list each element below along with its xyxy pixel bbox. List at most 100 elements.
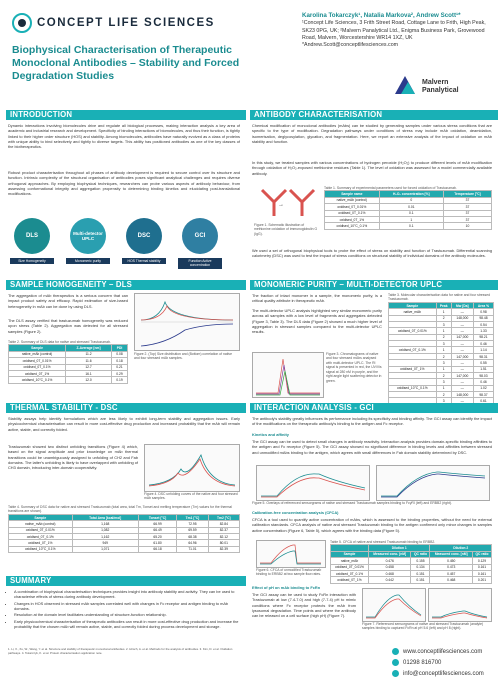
fcrn-sensorgram-low-ph (362, 588, 426, 622)
inter-subheading-kinetics: Kinetics and affinity (252, 432, 289, 437)
contact-web[interactable]: www.conceptlifesciences.com (392, 648, 496, 655)
mono-table: Sample Peak Mw [Da] Area % native_mAb 1—0.98… (388, 301, 495, 405)
technique-circle-dls: DLS (14, 218, 50, 254)
technique-caption-uplc: Monomeric purity (66, 258, 110, 265)
section-header-homogeneity: SAMPLE HOMOGENEITY – DLS (6, 280, 246, 290)
brand-mark-icon (12, 13, 32, 33)
mono-paragraph-2: The multi-detector UPLC analysis highlig… (252, 308, 382, 335)
email-icon (392, 670, 399, 677)
contact-block: www.conceptlifesciences.com 01298 816700… (392, 648, 496, 677)
summary-item: Early physicochemical characterisation o… (14, 619, 240, 630)
dls-figure-caption: Figure 2. (Top) Size distribution and (B… (134, 352, 232, 361)
author-names: Karolina Tokarczyk¹, Natalia Markova², A… (302, 12, 461, 19)
inter-subheading-fcrn: Effect of pH on mAb binding to FcRn (252, 585, 321, 590)
section-header-thermal: THERMAL STABILITY - DSC (6, 403, 246, 413)
summary-list: A combination of biophysical characteris… (8, 589, 240, 631)
antibody-icon: → (260, 188, 316, 216)
homog-table-block: Table 2. Summary of DLS data for native … (7, 340, 128, 384)
summary-item: Resolution at the domain level facilitat… (14, 612, 240, 617)
technique-circle-gci: GCI (182, 218, 218, 254)
thermal-table-caption: Table 4. Summary of DSC data for native … (8, 505, 232, 514)
dls-chart-svg (140, 300, 234, 347)
references: 1. Li, X., Xu, W., Wang, Y. et al. Struc… (8, 647, 233, 655)
summary-item: A combination of biophysical characteris… (14, 589, 240, 600)
phone-icon (392, 659, 399, 666)
gci-sensorgram-fcgr (256, 465, 370, 501)
ab-paragraph-1: Chemical modification of monoclonal anti… (252, 123, 492, 144)
technique-circle-uplc: Multi-detector UPLC (70, 218, 106, 254)
homog-paragraph-2: The DLS assay verified that trastuzumab … (8, 318, 128, 334)
partner-mark-icon (395, 76, 415, 94)
section-header-monomeric: MONOMERIC PURITY – MULTI-DETECTOR UPLC (250, 280, 498, 290)
section-header-antibody: ANTIBODY CHARACTERISATION (250, 110, 498, 120)
mono-paragraph-1: The fraction of intact monomer in a samp… (252, 293, 382, 304)
section-header-summary: SUMMARY (6, 576, 246, 586)
dsc-figure-caption: Figure 4. DSC unfolding curves of the na… (144, 492, 238, 501)
cfca-table-block: Table 5. CFCA of native and stressed Tra… (330, 540, 493, 584)
partner-line1: Malvern (422, 79, 449, 86)
ab-paragraph-2: In this study, we treated samples with v… (252, 160, 492, 176)
technique-caption-dsc: HOS Thermal stability (122, 258, 166, 265)
partner-line2: Panalytical (422, 86, 459, 94)
intro-paragraph-1: Dynamic interactions involving biomolecu… (8, 123, 240, 150)
intro-paragraph-2: Robust product characterisation througho… (8, 170, 240, 197)
cfca-chart-svg (260, 544, 321, 565)
poster-title: Biophysical Characterisation of Therapeu… (12, 44, 240, 83)
section-header-interaction: INTERACTION ANALYSIS - GCI (250, 403, 498, 413)
gci-sensorgram-erbb2 (376, 465, 490, 501)
mono-table-block: Table 3. Molecular characterisation data… (388, 293, 495, 405)
dsc-chart-svg (148, 453, 236, 487)
dls-chart (134, 293, 240, 351)
cfca-chart (256, 540, 326, 568)
ab-table-block: Table 1. Summary of experimental paramet… (324, 186, 492, 230)
table-row: oxidised_0T_1% 1—1.51 (388, 365, 495, 373)
brand-name: CONCEPT LIFE SCIENCES (37, 17, 215, 29)
ab-figure-1: → Figure 1. Schematic illustration of me… (254, 186, 318, 236)
inter-paragraph-3: CFCA is a tool used to quantify active c… (252, 517, 492, 533)
brand-logo: CONCEPT LIFE SCIENCES (12, 12, 234, 34)
thermal-paragraph-2: Trastuzumab showed two distinct unfoldin… (8, 444, 138, 471)
author-affiliations: ¹Concept Life Sciences, 3 Frith Street R… (302, 20, 486, 41)
technique-circle-dsc: DSC (126, 218, 162, 254)
contact-email[interactable]: info@conceptlifesciences.com (392, 670, 496, 677)
homog-table-caption: Table 2. Summary of DLS data for native … (8, 340, 111, 344)
uplc-chromatogram (252, 352, 324, 398)
author-email[interactable]: *Andrew.Scott@conceptlifesciences.com (302, 41, 399, 48)
technique-caption-dls: Size Homogeneity (10, 258, 54, 265)
inter-paragraph-4: The GCI assay can be used to study FcRn … (252, 592, 356, 619)
technique-caption-gci: Function Active concentration (178, 258, 222, 269)
fcrn-high-ph-svg (432, 610, 488, 619)
partner-logo: Malvern Panalytical (392, 74, 496, 104)
thermal-table: Sample Total Area [kcal/mol] Tonset [°C] Tm… (8, 513, 241, 554)
section-header-introduction: INTRODUCTION (6, 110, 246, 120)
mono-table-caption: Table 3. Molecular characterisation data… (388, 293, 490, 302)
contact-phone[interactable]: 01298 816700 (392, 659, 496, 666)
dsc-chart (144, 444, 240, 492)
inter-subheading-cfca: Calibration-free concentration analysis … (252, 510, 339, 515)
cfca-table-caption: Table 5. CFCA of native and stressed Tra… (330, 540, 436, 544)
svg-text:→: → (278, 202, 284, 208)
cfca-figure-caption: Figure 6. CFCA of unmodified Trastuzumab… (256, 568, 322, 577)
thermal-table-block: Table 4. Summary of DSC data for native … (8, 505, 241, 554)
technique-diagram: DLS Multi-detector UPLC DSC GCI Size Hom… (8, 212, 240, 272)
cfca-table: Dilution 1 Dilution 2 Sample Measured conc… (330, 544, 493, 584)
inter-paragraph-1: The antibody's stability greatly influen… (252, 416, 492, 427)
fcrn-low-ph-svg (366, 594, 422, 619)
gci-sensorgram-fcgr-svg (261, 473, 366, 498)
inter-paragraph-2: The GCI assay can be used to detect smal… (252, 439, 492, 455)
thermal-paragraph-1: Stability assays help identify formulati… (8, 416, 240, 432)
author-block: Karolina Tokarczyk¹, Natalia Markova², A… (302, 12, 492, 49)
ab-paragraph-3: We used a set of orthogonal biophysical … (252, 248, 492, 259)
summary-item: Changes in HOS observed in stressed mAb … (14, 601, 240, 612)
fcrn-sensorgram-high-ph (428, 588, 492, 622)
ab-table-caption: Table 1. Summary of experimental paramet… (324, 186, 457, 190)
ab-figure-caption: Figure 1. Schematic illustration of meth… (254, 223, 318, 236)
homog-paragraph-1: The aggregation of mAb therapeutics is a… (8, 293, 128, 309)
uplc-figure-caption: Figure 3. Chromatograms of native and fo… (326, 352, 382, 383)
fcrn-figure-caption: Figure 7. Referenced sensorgrams of nati… (362, 622, 484, 631)
ab-table: Sample name H₂O₂ concentration [%] Tempera… (324, 190, 492, 230)
uplc-chart-svg (256, 358, 320, 396)
gci-sensorgram-erbb2-svg (381, 471, 486, 498)
homog-table: Sample Z-Average [nm] PDI native_mAb (cont… (7, 344, 128, 384)
globe-icon (392, 648, 399, 655)
